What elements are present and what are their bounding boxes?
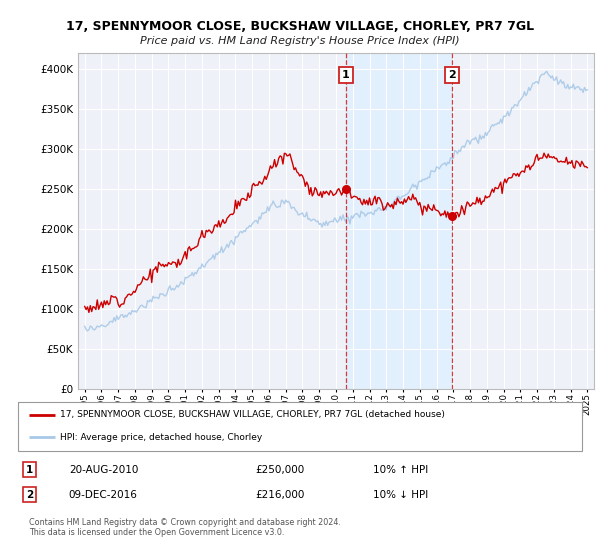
Bar — [346, 53, 452, 389]
Text: £216,000: £216,000 — [255, 489, 304, 500]
Text: 2: 2 — [26, 489, 33, 500]
Text: 10% ↑ HPI: 10% ↑ HPI — [373, 465, 428, 475]
Text: 10% ↓ HPI: 10% ↓ HPI — [373, 489, 428, 500]
FancyBboxPatch shape — [18, 402, 582, 451]
Text: 20-AUG-2010: 20-AUG-2010 — [69, 465, 138, 475]
Text: Contains HM Land Registry data © Crown copyright and database right 2024.
This d: Contains HM Land Registry data © Crown c… — [29, 518, 341, 538]
Text: 17, SPENNYMOOR CLOSE, BUCKSHAW VILLAGE, CHORLEY, PR7 7GL: 17, SPENNYMOOR CLOSE, BUCKSHAW VILLAGE, … — [66, 20, 534, 32]
Text: £250,000: £250,000 — [255, 465, 304, 475]
Text: 2: 2 — [448, 70, 456, 80]
Text: 17, SPENNYMOOR CLOSE, BUCKSHAW VILLAGE, CHORLEY, PR7 7GL (detached house): 17, SPENNYMOOR CLOSE, BUCKSHAW VILLAGE, … — [60, 410, 445, 419]
Text: 1: 1 — [342, 70, 350, 80]
Text: Price paid vs. HM Land Registry's House Price Index (HPI): Price paid vs. HM Land Registry's House … — [140, 36, 460, 46]
Text: 09-DEC-2016: 09-DEC-2016 — [69, 489, 137, 500]
Text: 1: 1 — [26, 465, 33, 475]
Text: HPI: Average price, detached house, Chorley: HPI: Average price, detached house, Chor… — [60, 433, 263, 442]
